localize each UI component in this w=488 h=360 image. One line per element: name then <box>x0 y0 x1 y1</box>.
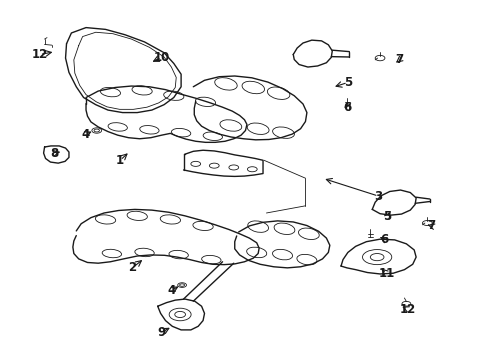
Text: 3: 3 <box>374 190 382 203</box>
Text: 4: 4 <box>81 127 90 141</box>
Text: 4: 4 <box>167 284 175 297</box>
Text: 2: 2 <box>128 261 136 274</box>
Text: 8: 8 <box>50 147 59 159</box>
Text: 5: 5 <box>383 210 391 223</box>
Text: 12: 12 <box>32 48 48 61</box>
Text: 7: 7 <box>395 53 403 66</box>
Text: 7: 7 <box>427 219 434 233</box>
Text: 1: 1 <box>116 154 124 167</box>
Text: 9: 9 <box>157 326 165 339</box>
Text: 11: 11 <box>378 267 394 280</box>
Text: 6: 6 <box>379 233 387 246</box>
Text: 5: 5 <box>343 76 351 89</box>
Text: 6: 6 <box>343 101 351 114</box>
Text: 12: 12 <box>399 303 415 316</box>
Text: 10: 10 <box>153 51 169 64</box>
